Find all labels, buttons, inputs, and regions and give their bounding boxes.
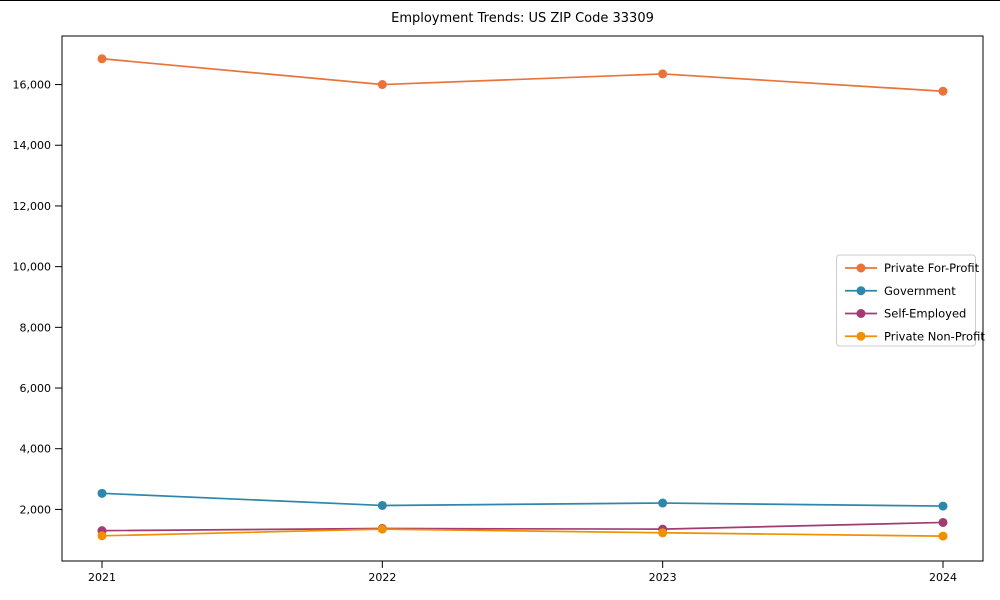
legend-marker-self-employed: [856, 309, 866, 318]
y-tick-label: 12,000: [13, 200, 52, 213]
legend-marker-government: [856, 286, 866, 296]
y-tick-label: 10,000: [13, 261, 52, 274]
legend-label-government: Government: [884, 284, 956, 298]
series-line-private-non-profit: [101, 528, 944, 537]
x-tick-label: 2021: [88, 571, 116, 584]
chart-title: Employment Trends: US ZIP Code 33309: [391, 11, 654, 26]
plot-area: [61, 35, 984, 562]
data-point-private-for-profit-2022: [377, 80, 387, 90]
y-tick-label: 14,000: [13, 139, 52, 152]
series-line-government: [101, 492, 944, 507]
data-point-private-non-profit-2021: [97, 531, 107, 541]
y-tick-label: 2,000: [20, 503, 52, 516]
legend-label-private-non-profit: Private Non-Profit: [884, 329, 985, 343]
legend-box: [836, 254, 976, 347]
data-point-government-2024: [938, 501, 948, 511]
x-tick-label: 2022: [368, 571, 396, 584]
data-point-government-2023: [658, 498, 668, 508]
legend-label-self-employed: Self-Employed: [884, 307, 966, 321]
data-point-government-2022: [377, 500, 387, 510]
data-point-private-non-profit-2022: [377, 524, 387, 534]
x-tick-label: 2023: [649, 571, 677, 584]
y-tick-label: 8,000: [20, 321, 52, 334]
y-tick-label: 16,000: [13, 79, 52, 92]
data-point-private-non-profit-2024: [938, 531, 948, 541]
data-point-private-non-profit-2023: [658, 528, 668, 538]
legend-label-private-for-profit: Private For-Profit: [884, 261, 980, 275]
x-tick-label: 2024: [929, 571, 957, 584]
legend-marker-private-for-profit: [856, 263, 866, 273]
data-point-private-for-profit-2021: [97, 54, 107, 64]
data-point-private-for-profit-2023: [658, 69, 668, 79]
y-tick-label: 6,000: [20, 382, 52, 395]
y-tick-label: 4,000: [20, 443, 52, 456]
data-point-private-for-profit-2024: [938, 86, 948, 96]
series-line-private-for-profit: [101, 57, 944, 93]
data-point-government-2021: [97, 488, 107, 498]
legend-marker-private-non-profit: [856, 331, 866, 341]
data-point-self-employed-2024: [938, 517, 948, 527]
series-line-self-employed: [101, 521, 944, 532]
figure-top-edge: [0, 0, 1000, 1]
